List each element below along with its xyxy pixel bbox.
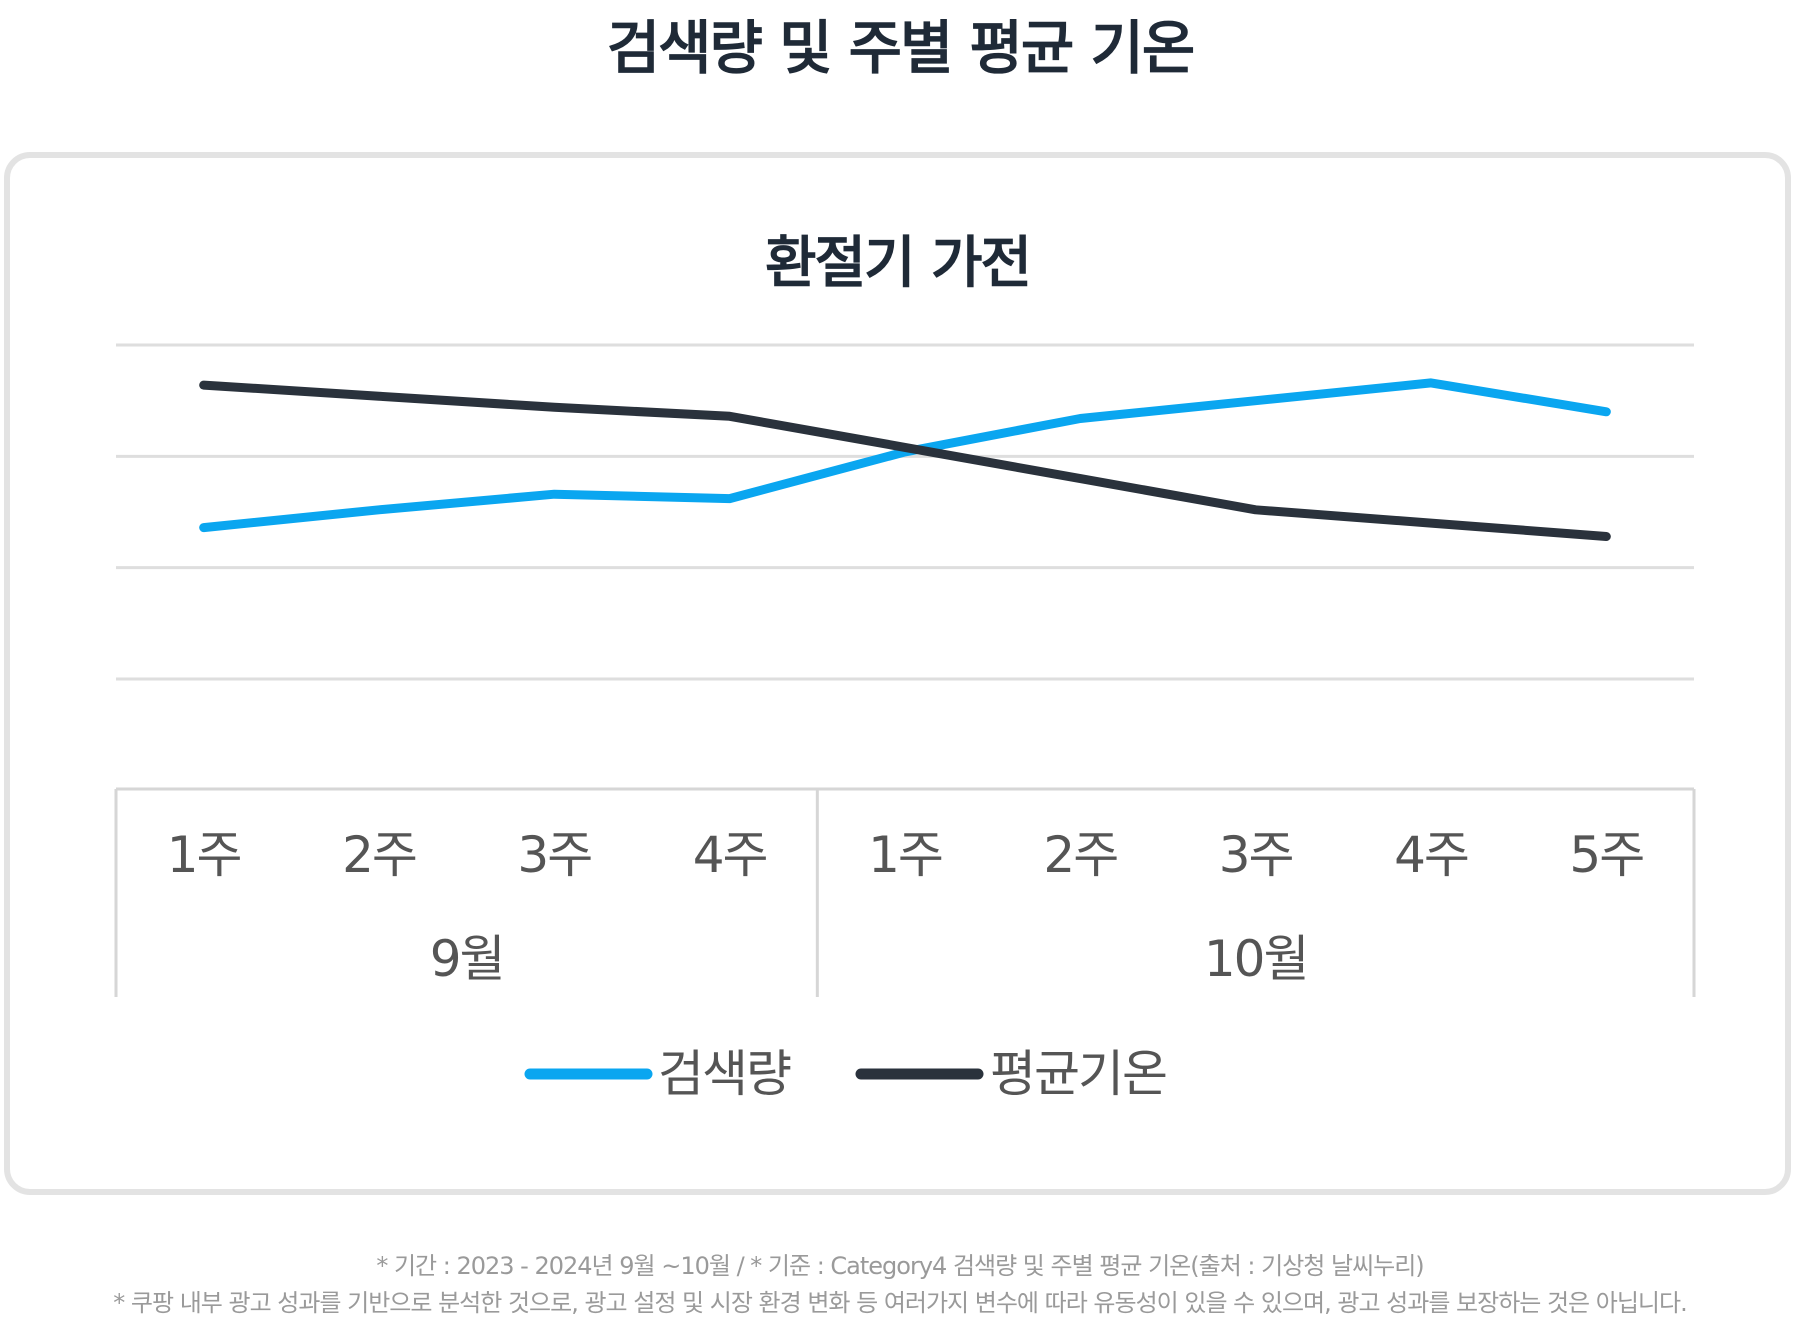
footnote-disclaimer: * 쿠팡 내부 광고 성과를 기반으로 분석한 것으로, 광고 설정 및 시장 …: [113, 1289, 1687, 1317]
series-line-avg-temp: [199, 380, 1611, 541]
x-tick-label: 3주: [517, 826, 591, 884]
x-tick-label: 1주: [167, 826, 241, 884]
x-group-label: 9월: [430, 930, 504, 988]
x-tick-label: 5주: [1569, 826, 1643, 884]
page-title: 검색량 및 주별 평균 기온: [606, 14, 1195, 82]
x-tick-label: 4주: [1394, 826, 1468, 884]
x-tick-label: 2주: [1043, 826, 1117, 884]
chart-card: 환절기 가전: [4, 152, 1791, 1195]
x-tick-label: 3주: [1219, 826, 1293, 884]
x-tick-label: 2주: [342, 826, 416, 884]
chart-title: 환절기 가전: [764, 231, 1032, 296]
legend-label: 평균기온: [990, 1045, 1166, 1103]
x-tick-label: 4주: [693, 826, 767, 884]
footnote-period: * 기간 : 2023 - 2024년 9월 ~10월 / * 기준 : Cat…: [376, 1252, 1424, 1280]
x-tick-label: 1주: [868, 826, 942, 884]
legend-label: 검색량: [658, 1045, 791, 1103]
x-group-label: 10월: [1204, 930, 1308, 988]
